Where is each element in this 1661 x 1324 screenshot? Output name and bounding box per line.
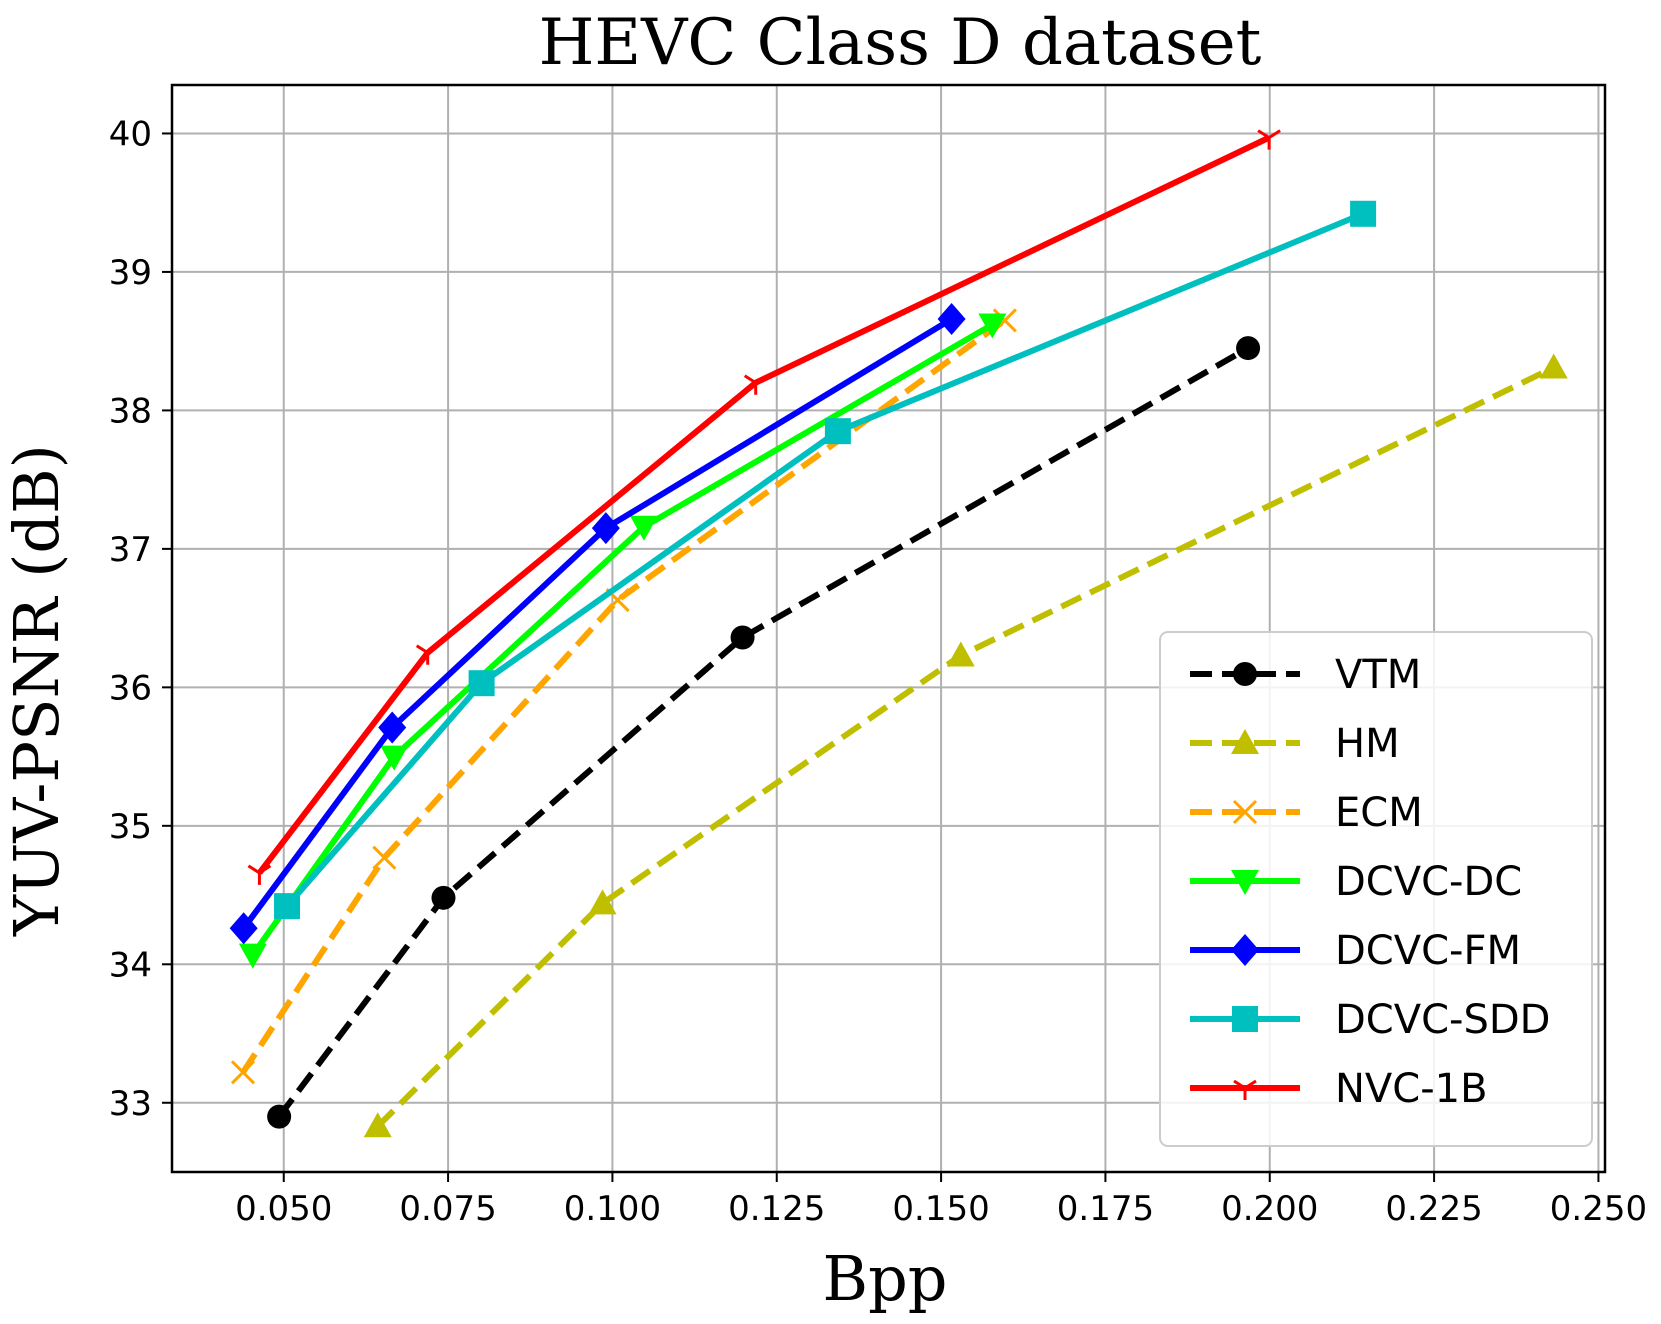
legend-label-vtm: VTM bbox=[1335, 652, 1421, 698]
legend-marker-dcvc-sdd bbox=[1232, 1006, 1258, 1032]
y-axis-label: YUV-PSNR (dB) bbox=[0, 444, 73, 937]
data-point-vtm bbox=[730, 625, 755, 650]
series-line-nvc-1b bbox=[257, 134, 1271, 875]
legend-marker-dcvc-fm bbox=[1231, 934, 1259, 966]
legend-marker-ecm bbox=[1232, 799, 1258, 825]
series-dcvc-dc bbox=[238, 313, 1007, 969]
y-tick-label: 35 bbox=[109, 807, 152, 847]
legend-label-dcvc-sdd: DCVC-SDD bbox=[1335, 997, 1550, 1043]
series-line-vtm bbox=[276, 345, 1250, 1119]
legend-item-vtm: VTM bbox=[1190, 652, 1421, 698]
legend-marker-hm bbox=[1231, 729, 1259, 754]
x-tick-label: 0.050 bbox=[235, 1189, 332, 1229]
series-vtm bbox=[267, 336, 1261, 1129]
data-point-vtm bbox=[267, 1104, 292, 1129]
data-point-nvc-1b bbox=[743, 374, 768, 395]
data-point-dcvc-fm bbox=[937, 303, 966, 336]
legend-label-dcvc-fm: DCVC-FM bbox=[1335, 928, 1521, 974]
x-tick-label: 0.125 bbox=[728, 1189, 825, 1229]
data-point-dcvc-sdd bbox=[824, 418, 851, 445]
data-point-ecm bbox=[372, 845, 397, 870]
data-point-nvc-1b bbox=[247, 864, 272, 885]
y-tick-label: 33 bbox=[109, 1084, 152, 1124]
legend-label-nvc-1b: NVC-1B bbox=[1335, 1066, 1488, 1112]
plot-area bbox=[170, 83, 1607, 1174]
legend-item-nvc-1b: NVC-1B bbox=[1190, 1066, 1488, 1112]
legend: VTM HM ECM DCVC-DC DCVC-FM DCVC-SDD NVC-1B bbox=[1159, 631, 1593, 1147]
legend-label-hm: HM bbox=[1335, 721, 1400, 767]
data-point-dcvc-dc bbox=[978, 313, 1007, 339]
series-layer bbox=[229, 129, 1568, 1138]
legend-item-dcvc-fm: DCVC-FM bbox=[1190, 928, 1521, 974]
series-dcvc-sdd bbox=[274, 200, 1377, 920]
x-tick-label: 0.225 bbox=[1385, 1189, 1482, 1229]
legend-marker-nvc-1b bbox=[1233, 1079, 1257, 1100]
data-point-hm bbox=[363, 1112, 392, 1138]
series-nvc-1b bbox=[247, 129, 1281, 885]
legend-item-hm: HM bbox=[1190, 721, 1400, 767]
x-tick-label: 0.200 bbox=[1221, 1189, 1318, 1229]
x-tick-label: 0.150 bbox=[892, 1189, 989, 1229]
y-tick-label: 36 bbox=[109, 668, 152, 708]
data-point-dcvc-dc bbox=[238, 943, 267, 969]
series-hm bbox=[363, 353, 1568, 1138]
data-point-hm bbox=[946, 641, 975, 667]
series-line-dcvc-fm bbox=[241, 316, 954, 931]
data-point-hm bbox=[1539, 353, 1568, 379]
y-tick-label: 40 bbox=[109, 114, 152, 154]
y-tick-label: 39 bbox=[109, 253, 152, 293]
data-point-vtm bbox=[1236, 336, 1261, 361]
data-point-ecm bbox=[230, 1060, 256, 1085]
chart-title: HEVC Class D dataset bbox=[539, 6, 1262, 80]
legend-label-ecm: ECM bbox=[1335, 790, 1423, 836]
y-tick-label: 37 bbox=[109, 530, 152, 570]
data-point-dcvc-fm bbox=[591, 512, 620, 545]
data-point-dcvc-dc bbox=[380, 745, 409, 771]
data-point-vtm bbox=[431, 885, 456, 910]
x-tick-label: 0.100 bbox=[564, 1189, 661, 1229]
x-axis-label: Bpp bbox=[823, 1242, 948, 1315]
x-tick-label: 0.175 bbox=[1057, 1189, 1154, 1229]
y-tick-label: 38 bbox=[109, 391, 152, 431]
series-line-ecm bbox=[240, 317, 1007, 1074]
data-point-dcvc-dc bbox=[629, 515, 658, 541]
legend-item-dcvc-dc: DCVC-DC bbox=[1190, 859, 1522, 905]
legend-marker-vtm bbox=[1233, 662, 1257, 686]
data-point-dcvc-fm bbox=[229, 912, 258, 945]
series-line-dcvc-sdd bbox=[284, 211, 1365, 909]
x-tick-label: 0.075 bbox=[399, 1189, 496, 1229]
series-dcvc-fm bbox=[229, 303, 966, 945]
x-tick-label: 0.250 bbox=[1550, 1189, 1647, 1229]
axis-ticks: 0.050 0.075 0.100 0.125 0.150 0.175 0.200 0.225… bbox=[109, 114, 1647, 1229]
data-point-nvc-1b bbox=[415, 644, 440, 665]
data-point-dcvc-sdd bbox=[274, 893, 301, 920]
series-line-dcvc-dc bbox=[250, 321, 994, 957]
y-tick-label: 34 bbox=[109, 945, 152, 985]
data-point-hm bbox=[588, 889, 617, 915]
legend-label-dcvc-dc: DCVC-DC bbox=[1335, 859, 1522, 905]
legend-marker-dcvc-dc bbox=[1231, 870, 1259, 895]
legend-item-dcvc-sdd: DCVC-SDD bbox=[1190, 997, 1550, 1043]
data-point-dcvc-sdd bbox=[468, 670, 495, 697]
data-point-nvc-1b bbox=[1257, 129, 1281, 150]
data-point-dcvc-sdd bbox=[1350, 200, 1377, 227]
data-point-dcvc-fm bbox=[378, 711, 407, 744]
legend-item-ecm: ECM bbox=[1190, 790, 1423, 836]
